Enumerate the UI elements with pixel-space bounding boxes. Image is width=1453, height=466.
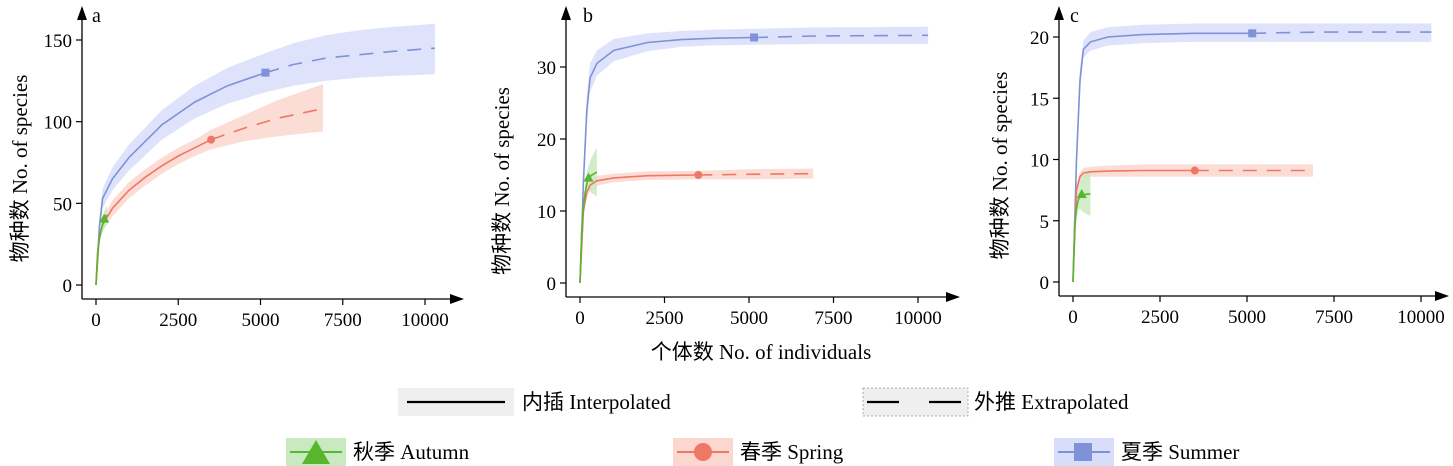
x-tick-label: 5000 xyxy=(1228,307,1266,328)
y-tick-label: 100 xyxy=(44,113,73,134)
observed-marker-spring xyxy=(207,135,216,144)
x-tick-label: 5000 xyxy=(730,308,768,329)
observed-marker-spring xyxy=(694,171,703,179)
legend-autumn: 秋季 Autumn xyxy=(286,438,470,466)
x-tick-label: 2500 xyxy=(646,308,684,329)
interpolated-line-spring xyxy=(579,174,699,284)
triangle-marker-icon xyxy=(302,440,330,464)
observed-marker-autumn xyxy=(99,213,110,223)
y-tick-label: 20 xyxy=(1030,28,1049,49)
confidence-band-autumn xyxy=(1073,171,1091,282)
x-tick-label: 10000 xyxy=(1397,307,1445,328)
y-tick-label: 15 xyxy=(1030,89,1049,110)
x-tick-label: 10000 xyxy=(894,308,942,329)
y-tick-label: 0 xyxy=(547,274,557,295)
interpolated-line-summer xyxy=(1072,32,1253,283)
y-tick-label: 0 xyxy=(1040,273,1050,294)
circle-marker-icon xyxy=(694,443,712,461)
legend-summer-label: 夏季 Summer xyxy=(1121,440,1239,464)
legend-summer: 夏季 Summer xyxy=(1054,438,1239,466)
observed-marker-spring xyxy=(1190,166,1199,175)
x-tick-label: 10000 xyxy=(401,310,449,331)
legend-extrapolated-label: 外推 Extrapolated xyxy=(974,390,1129,414)
confidence-band-spring xyxy=(96,84,323,285)
x-tick-label: 7500 xyxy=(1315,307,1353,328)
observed-marker-summer xyxy=(1248,29,1257,38)
observed-marker-summer xyxy=(750,33,759,42)
confidence-band-autumn xyxy=(96,205,107,285)
x-tick-label: 0 xyxy=(91,310,101,331)
panel-a-chart: 0 2500 5000 7500 10000 0 50 100 150 a 物种数 No. of s… xyxy=(8,5,464,331)
legend-spring: 春季 Spring xyxy=(673,438,844,466)
interpolated-line-spring xyxy=(1072,169,1195,283)
panel-label: a xyxy=(92,5,101,27)
y-tick-label: 10 xyxy=(1030,151,1049,172)
observed-marker-summer xyxy=(261,68,270,77)
legend-interpolated-label: 内插 Interpolated xyxy=(522,390,671,414)
x-axis-label: 个体数 No. of individuals xyxy=(651,340,872,364)
x-tick-label: 7500 xyxy=(324,310,362,331)
confidence-band-summer xyxy=(96,23,435,285)
interpolated-line-summer xyxy=(579,36,755,284)
x-tick-label: 2500 xyxy=(159,310,197,331)
observed-marker-autumn xyxy=(1076,189,1087,199)
panel-label: c xyxy=(1070,5,1079,27)
legend-interpolated: 内插 Interpolated xyxy=(398,388,671,416)
x-tick-label: 2500 xyxy=(1141,307,1179,328)
y-tick-label: 10 xyxy=(537,202,556,223)
confidence-band-spring xyxy=(580,168,814,283)
square-marker-icon xyxy=(1074,443,1092,461)
extrapolated-line-spring xyxy=(698,172,814,176)
y-tick-label: 150 xyxy=(44,31,73,52)
y-tick-label: 5 xyxy=(1040,212,1050,233)
x-tick-label: 0 xyxy=(575,308,585,329)
panel-b-chart: 0 2500 5000 7500 10000 0 10 20 30 b 物种数 No. of spe… xyxy=(490,5,960,329)
y-tick-label: 20 xyxy=(537,130,556,151)
y-tick-label: 0 xyxy=(63,276,73,297)
extrapolated-line-summer xyxy=(265,47,435,74)
y-axis-label: 物种数 No. of species xyxy=(988,72,1012,260)
panel-c-chart: 0 2500 5000 7500 10000 0 5 10 15 20 c 物种数 No. of sp… xyxy=(988,5,1449,328)
interpolated-line-autumn xyxy=(579,178,590,284)
extrapolated-line-spring xyxy=(210,107,324,141)
legend-extrapolated: 外推 Extrapolated xyxy=(862,387,1129,417)
panel-label: b xyxy=(583,5,593,27)
legend-spring-label: 春季 Spring xyxy=(740,440,844,464)
y-tick-label: 50 xyxy=(53,194,72,215)
y-axis-label: 物种数 No. of species xyxy=(8,75,32,263)
legend-autumn-label: 秋季 Autumn xyxy=(353,440,470,464)
observed-marker-autumn xyxy=(583,172,594,182)
interpolated-line-summer xyxy=(95,71,266,286)
y-tick-label: 30 xyxy=(537,58,556,79)
confidence-band-spring xyxy=(1073,164,1314,282)
interpolated-line-autumn xyxy=(95,219,105,286)
confidence-band-summer xyxy=(580,26,929,283)
y-axis-label: 物种数 No. of species xyxy=(490,87,514,275)
x-tick-label: 5000 xyxy=(242,310,280,331)
confidence-band-summer xyxy=(1073,23,1432,282)
x-tick-label: 7500 xyxy=(815,308,853,329)
x-tick-label: 0 xyxy=(1068,307,1078,328)
